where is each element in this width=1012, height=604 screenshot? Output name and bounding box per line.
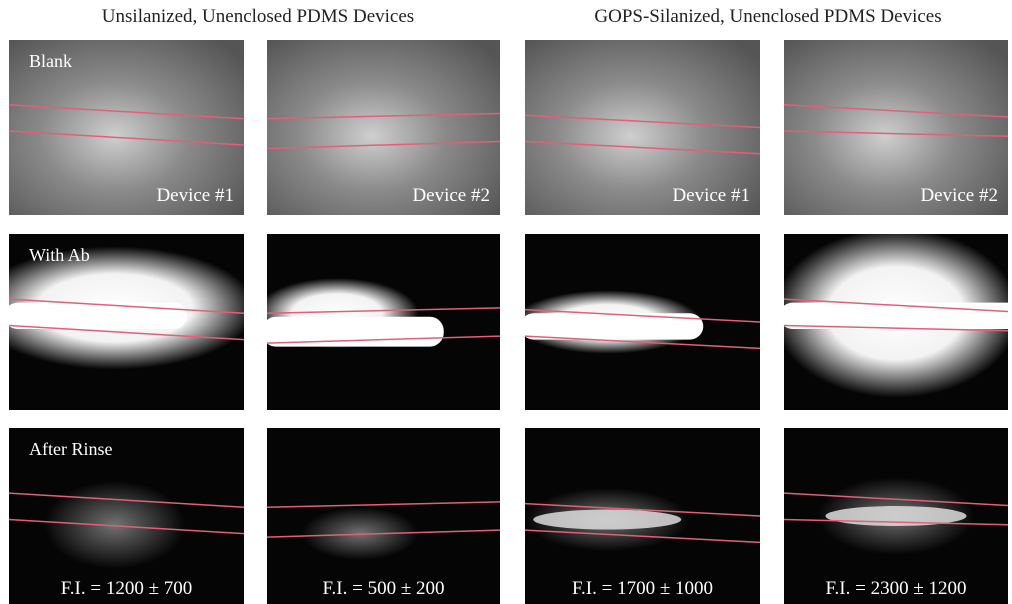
channel-bright: [779, 303, 1012, 329]
row-label: After Rinse: [29, 439, 112, 459]
image-panel: With Ab: [0, 234, 256, 410]
group-header: GOPS-Silanized, Unenclosed PDMS Devices: [594, 6, 941, 27]
image-panel: F.I. = 1700 ± 1000: [525, 428, 760, 604]
image-panel: F.I. = 2300 ± 1200: [784, 428, 1008, 604]
panel-grid: Blank Device #1 Device #2 Device #1 Device #…: [0, 40, 1012, 604]
intensity-caption: F.I. = 1700 ± 1000: [572, 578, 713, 599]
device-caption: Device #1: [156, 185, 234, 206]
row-label: Blank: [29, 51, 72, 71]
figure: Unsilanized, Unenclosed PDMS Devices GOP…: [0, 0, 1012, 604]
image-panel: After Rinse F.I. = 1200 ± 700: [9, 428, 244, 604]
intensity-caption: F.I. = 1200 ± 700: [61, 578, 193, 599]
image-panel: [773, 229, 1012, 410]
image-panel: [513, 234, 760, 410]
channel-bright: [4, 303, 187, 329]
device-caption: Device #2: [412, 185, 490, 206]
channel-bright: [533, 510, 681, 530]
image-panel: Blank Device #1: [9, 40, 244, 215]
device-caption: Device #1: [672, 185, 750, 206]
group-header: Unsilanized, Unenclosed PDMS Devices: [102, 6, 414, 27]
device-caption: Device #2: [920, 185, 998, 206]
fluorescence-glow: [44, 481, 185, 569]
intensity-caption: F.I. = 500 ± 200: [322, 578, 444, 599]
row-label: With Ab: [29, 245, 90, 265]
image-panel: [255, 234, 500, 410]
intensity-caption: F.I. = 2300 ± 1200: [825, 578, 966, 599]
image-panel: Device #1: [525, 40, 760, 215]
image-panel: Device #2: [267, 40, 500, 215]
image-panel: F.I. = 500 ± 200: [267, 428, 500, 604]
image-panel: Device #2: [784, 40, 1008, 215]
